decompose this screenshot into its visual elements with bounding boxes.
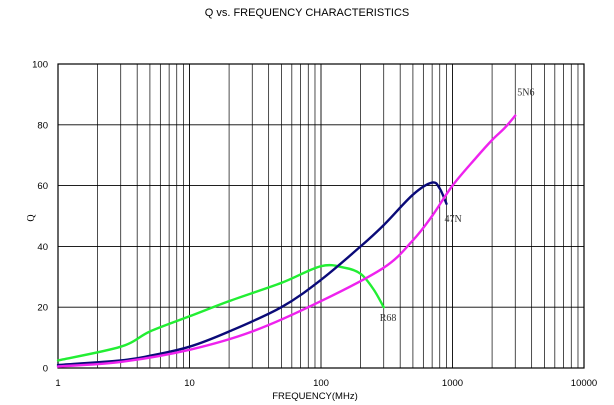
- y-tick-label: 40: [37, 242, 48, 253]
- y-tick-label: 20: [37, 303, 48, 314]
- series-line-47n: [56, 181, 448, 367]
- chart-title: Q vs. FREQUENCY CHARACTERISTICS: [205, 7, 410, 19]
- series-labels: R68 47N 5N6: [380, 88, 535, 325]
- y-tick-label: 80: [37, 120, 48, 131]
- y-axis-label: Q: [26, 214, 37, 222]
- x-axis-label: FREQUENCY(MHz): [272, 391, 358, 402]
- axes: 1 10 100 1000 10000 0 20 40 60 80 100: [32, 60, 597, 390]
- y-tick-label: 0: [43, 364, 48, 375]
- y-tick-label: 100: [32, 60, 48, 71]
- x-tick-label: 1000: [442, 378, 463, 389]
- plot-frame: [57, 63, 585, 369]
- series-label-5n6: 5N6: [517, 88, 534, 99]
- grid: [57, 63, 584, 369]
- x-tick-label: 1: [55, 378, 60, 389]
- y-tick-label: 60: [37, 181, 48, 192]
- x-tick-label: 10000: [571, 378, 597, 389]
- series-line-5n6: [56, 114, 517, 368]
- series-label-r68: R68: [380, 313, 397, 324]
- series-label-47n: 47N: [444, 214, 461, 225]
- x-tick-label: 100: [313, 378, 329, 389]
- series-line-r68: [56, 263, 385, 362]
- series-lines: [56, 114, 517, 368]
- x-tick-label: 10: [184, 378, 195, 389]
